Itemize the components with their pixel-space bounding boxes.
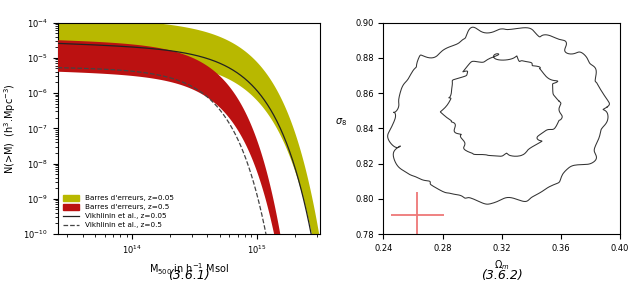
Legend: Barres d'erreurs, z=0.05, Barres d'erreurs, z=0.5, Vikhlinin et al., z=0.05, Vik: Barres d'erreurs, z=0.05, Barres d'erreu… bbox=[61, 193, 176, 230]
Y-axis label: $\sigma_8$: $\sigma_8$ bbox=[335, 116, 347, 128]
X-axis label: M$_{500}$ in h$^{-1}$ Msol: M$_{500}$ in h$^{-1}$ Msol bbox=[148, 262, 229, 277]
X-axis label: $\Omega_m$: $\Omega_m$ bbox=[494, 258, 509, 272]
Text: (3.6.1): (3.6.1) bbox=[167, 269, 210, 282]
Y-axis label: N(>M)  (h$^{3}$.Mpc$^{-3}$): N(>M) (h$^{3}$.Mpc$^{-3}$) bbox=[2, 83, 17, 174]
Text: (3.6.2): (3.6.2) bbox=[481, 269, 523, 282]
